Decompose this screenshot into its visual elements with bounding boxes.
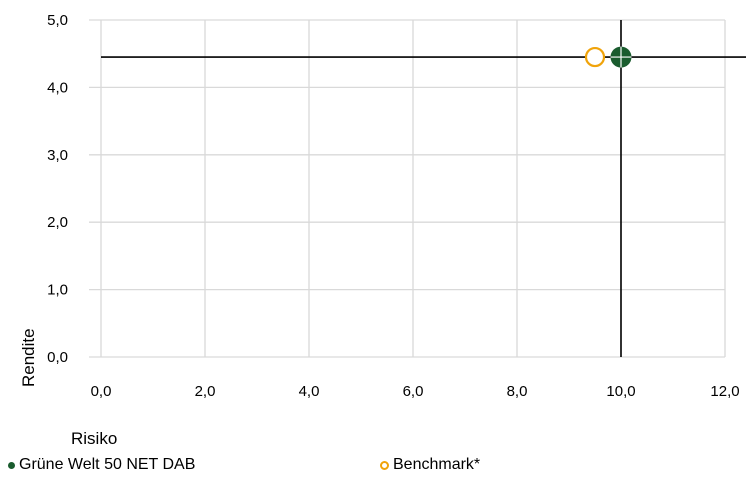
y-tick-label: 1,0 bbox=[47, 282, 68, 299]
x-tick-label: 4,0 bbox=[299, 383, 320, 400]
y-tick-label: 4,0 bbox=[47, 79, 68, 96]
x-tick-label: 8,0 bbox=[507, 383, 528, 400]
x-tick-label: 2,0 bbox=[195, 383, 216, 400]
x-tick-label: 10,0 bbox=[606, 383, 635, 400]
fund-legend-marker-icon bbox=[8, 461, 15, 469]
legend-label-benchmark: Benchmark* bbox=[393, 456, 481, 473]
y-tick-label: 0,0 bbox=[47, 349, 68, 366]
y-axis-title: Rendite bbox=[19, 328, 38, 387]
legend-item-fund: Grüne Welt 50 NET DAB bbox=[8, 456, 195, 474]
legend-item-benchmark: Benchmark* bbox=[380, 456, 480, 474]
y-tick-label: 5,0 bbox=[47, 12, 68, 29]
y-tick-label: 3,0 bbox=[47, 147, 68, 164]
grid bbox=[89, 19, 726, 358]
x-tick-label: 6,0 bbox=[403, 383, 424, 400]
x-axis-title: Risiko bbox=[71, 429, 117, 448]
data-points bbox=[584, 46, 632, 68]
benchmark-legend-marker-icon bbox=[380, 460, 389, 470]
legend-label-fund: Grüne Welt 50 NET DAB bbox=[19, 456, 196, 473]
x-tick-label: 0,0 bbox=[91, 383, 112, 400]
y-tick-label: 2,0 bbox=[47, 214, 68, 231]
tick-labels: 0,0 2,0 4,0 6,0 8,0 10,0 12,0 0,0 1,0 2,0 3,0 4,0 5,… bbox=[47, 12, 739, 400]
crosshair bbox=[101, 20, 746, 357]
x-tick-label: 12,0 bbox=[710, 383, 739, 400]
benchmark-point bbox=[584, 46, 606, 68]
